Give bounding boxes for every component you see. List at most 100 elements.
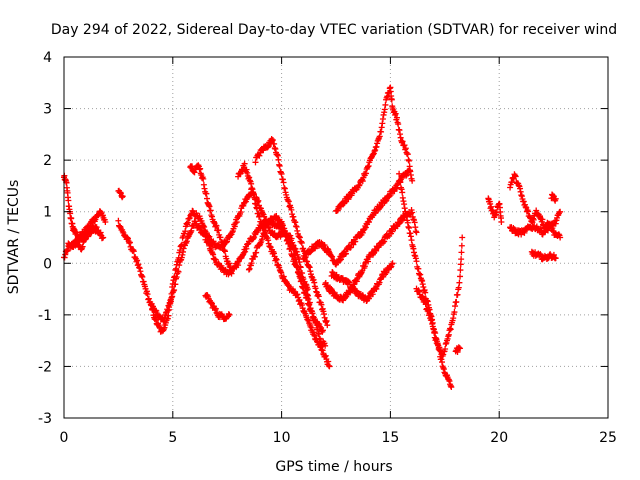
sdtvar-track (187, 162, 235, 277)
data-point (552, 195, 559, 202)
data-point (143, 288, 150, 295)
data-point (241, 160, 248, 167)
data-point (518, 231, 525, 238)
data-point (537, 225, 544, 232)
data-point (302, 281, 309, 288)
data-point (324, 322, 331, 329)
data-point (419, 293, 426, 300)
data-point (406, 163, 413, 170)
data-point (304, 295, 311, 302)
data-point (254, 205, 261, 212)
data-point (294, 291, 301, 298)
data-point (310, 276, 317, 283)
data-point (421, 297, 428, 304)
data-point (265, 237, 272, 244)
data-point (416, 288, 423, 295)
data-point (137, 268, 144, 275)
data-point (248, 180, 255, 187)
data-point (442, 346, 449, 353)
data-point (320, 308, 327, 315)
data-point (227, 264, 234, 271)
data-point (245, 266, 252, 273)
data-point (365, 162, 372, 169)
data-point (285, 239, 292, 246)
data-point (308, 273, 315, 280)
data-point (312, 285, 319, 292)
data-point (511, 226, 518, 233)
data-point (388, 96, 395, 103)
data-point (213, 222, 220, 229)
data-point (259, 236, 266, 243)
data-point (279, 176, 286, 183)
data-point (300, 245, 307, 252)
data-point (215, 227, 222, 234)
data-point (119, 193, 126, 200)
data-point (233, 219, 240, 226)
data-point (126, 239, 133, 246)
sdtvar-track (396, 170, 455, 391)
data-point (219, 242, 226, 249)
data-point (399, 138, 406, 145)
data-point (280, 179, 287, 186)
data-point (402, 146, 409, 153)
data-point (126, 240, 133, 247)
data-point (296, 233, 303, 240)
data-point (248, 260, 255, 267)
x-tick-label: 5 (168, 430, 177, 446)
data-point (434, 340, 441, 347)
data-point (457, 261, 464, 268)
y-axis-label: SDTVAR / TECUs (6, 180, 22, 295)
data-point (256, 152, 263, 159)
data-point (243, 166, 250, 173)
data-point (134, 257, 141, 264)
data-point (321, 314, 328, 321)
data-point (448, 384, 455, 391)
data-point (251, 253, 258, 260)
data-point (512, 173, 519, 180)
data-point (241, 199, 248, 206)
data-point (277, 268, 284, 275)
data-point (323, 317, 330, 324)
data-point (457, 273, 464, 280)
data-point (212, 223, 219, 230)
data-point (292, 223, 299, 230)
data-point (293, 263, 300, 270)
data-point (392, 110, 399, 117)
data-point (270, 250, 277, 257)
data-point (223, 238, 230, 245)
data-point (227, 232, 234, 239)
data-point (176, 247, 183, 254)
data-point (184, 219, 191, 226)
data-point (326, 363, 333, 370)
data-point (285, 240, 292, 247)
data-point (227, 269, 234, 276)
sdtvar-track (528, 248, 559, 263)
data-point (539, 216, 546, 223)
data-point (425, 307, 432, 314)
data-point (521, 229, 528, 236)
data-point (557, 234, 564, 241)
data-point (183, 220, 190, 227)
data-point (283, 232, 290, 239)
sdtvar-track (413, 234, 466, 359)
data-point (275, 156, 282, 163)
data-point (273, 212, 280, 219)
data-point (437, 347, 444, 354)
data-point (223, 255, 230, 262)
data-point (262, 228, 269, 235)
sdtvar-track (507, 208, 564, 238)
data-point (136, 265, 143, 272)
data-point (544, 227, 551, 234)
data-point (372, 147, 379, 154)
data-point (406, 224, 413, 231)
data-point (431, 329, 438, 336)
data-point (93, 224, 100, 231)
data-point (359, 178, 366, 185)
data-point (498, 219, 505, 226)
data-point (274, 261, 281, 268)
data-point (403, 172, 410, 179)
data-point (373, 143, 380, 150)
sdtvar-track (485, 195, 505, 226)
data-point (413, 229, 420, 236)
data-point (304, 316, 311, 323)
